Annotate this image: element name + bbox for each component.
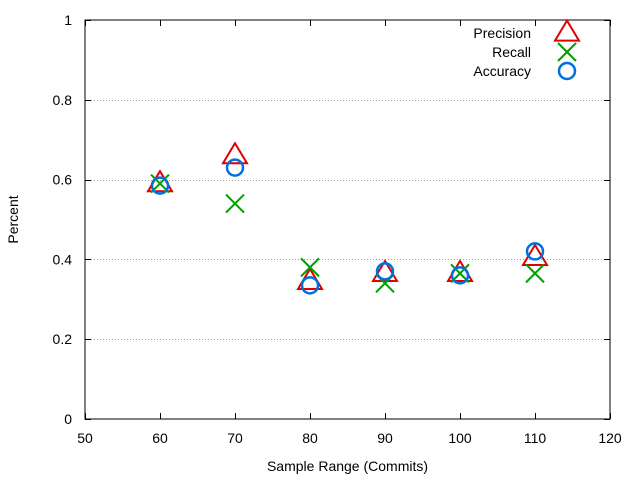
x-tick-label-3: 80 — [302, 430, 318, 446]
series-circle — [150, 158, 545, 295]
point-cross-2-stroke-b — [300, 257, 320, 278]
tick-labels: 50 60 70 80 90 100 110 120 0 0.2 0.4 0.6 0.8 1 — [53, 12, 622, 446]
point-circle-3 — [375, 262, 395, 281]
legend-label-accuracy: Accuracy — [473, 63, 531, 79]
point-circle-1 — [225, 158, 245, 177]
y-tick-label-2: 0.4 — [53, 251, 73, 267]
legend: Precision Recall Accuracy — [473, 18, 581, 81]
axis-ticks — [85, 20, 611, 420]
point-circle-5 — [525, 242, 545, 261]
data-markers — [146, 141, 549, 295]
y-tick-label-5: 1 — [64, 12, 72, 28]
legend-marker-circle — [557, 61, 577, 81]
x-tick-label-6: 110 — [524, 430, 547, 446]
point-cross-5-stroke-b — [525, 263, 545, 284]
legend-marker-cross — [557, 42, 577, 62]
legend-marker-cross-stroke-b — [557, 42, 577, 62]
x-tick-label-7: 120 — [598, 430, 622, 446]
point-triangle-3 — [371, 259, 399, 282]
grid-lines — [85, 100, 610, 340]
point-circle-2 — [300, 276, 320, 295]
y-tick-label-0: 0 — [64, 411, 72, 427]
legend-label-precision: Precision — [473, 25, 531, 41]
y-axis-label: Percent — [5, 195, 21, 243]
legend-label-recall: Recall — [492, 44, 531, 60]
series-triangle — [146, 141, 549, 290]
series-cross — [150, 173, 545, 294]
x-tick-label-1: 60 — [152, 430, 168, 446]
x-tick-label-4: 90 — [377, 430, 393, 446]
y-tick-label-3: 0.6 — [53, 172, 73, 188]
point-triangle-1 — [221, 141, 249, 165]
plot-frame — [84, 19, 611, 420]
x-tick-label-5: 100 — [448, 430, 472, 446]
legend-markers — [553, 18, 581, 81]
point-cross-1 — [225, 193, 245, 214]
x-tick-label-2: 70 — [227, 430, 243, 446]
x-axis-label: Sample Range (Commits) — [267, 458, 428, 474]
point-cross-1-stroke-b — [225, 193, 245, 214]
point-circle-0 — [150, 176, 170, 195]
legend-marker-triangle — [553, 18, 581, 42]
point-cross-2 — [300, 257, 320, 278]
point-cross-5 — [525, 263, 545, 284]
x-tick-label-0: 50 — [77, 430, 93, 446]
y-tick-label-4: 0.8 — [53, 92, 73, 108]
y-tick-label-1: 0.2 — [53, 331, 73, 347]
point-circle-4 — [450, 266, 470, 285]
